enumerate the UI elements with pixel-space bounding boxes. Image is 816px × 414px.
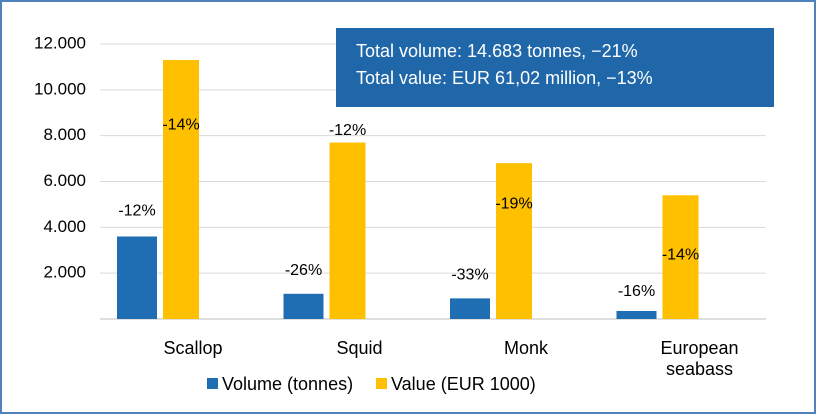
y-tick-label: 4.000	[43, 217, 86, 236]
legend-swatch	[207, 378, 218, 389]
annotation: Total volume: 14.683 tonnes, −21%	[356, 41, 638, 61]
bar	[496, 163, 532, 319]
data-label: -26%	[285, 262, 322, 279]
x-tick-label: Squid	[336, 338, 383, 358]
annotation-box	[336, 28, 774, 107]
y-tick-label: 2.000	[43, 263, 86, 282]
x-tick-label: Monk	[503, 338, 548, 358]
bar	[163, 60, 199, 320]
bar	[616, 310, 657, 319]
data-label: -16%	[618, 283, 655, 300]
legend-label: Volume (tonnes)	[222, 374, 353, 394]
y-tick-label: 6.000	[43, 171, 86, 190]
x-tick-label: Scallop	[163, 338, 223, 358]
data-label: -33%	[451, 267, 488, 284]
legend-swatch	[376, 378, 387, 389]
y-tick-label: 12.000	[34, 33, 86, 52]
bar	[283, 293, 324, 319]
legend-label: Value (EUR 1000)	[391, 374, 536, 394]
x-tick-label: European seabass	[660, 338, 739, 379]
y-tick-label: 8.000	[43, 125, 86, 144]
bar	[662, 195, 699, 319]
data-label: -12%	[118, 203, 155, 220]
data-label: -14%	[662, 246, 699, 263]
bar	[117, 236, 157, 319]
bar	[329, 142, 366, 319]
data-label: -12%	[329, 122, 366, 139]
bar	[450, 298, 490, 319]
data-label: -14%	[162, 116, 199, 133]
data-label: -19%	[495, 195, 532, 212]
annotation: Total value: EUR 61,02 million, −13%	[356, 68, 653, 88]
y-tick-label: 10.000	[34, 79, 86, 98]
